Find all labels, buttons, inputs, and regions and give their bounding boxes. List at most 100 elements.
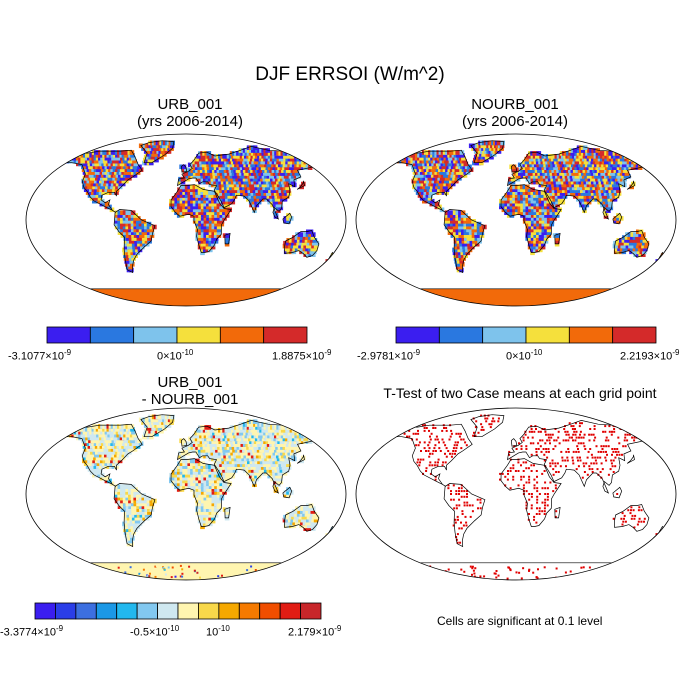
grid-cell: [278, 168, 284, 173]
grid-cell: [266, 465, 271, 470]
grid-cell: [259, 442, 265, 447]
grid-cell: [114, 484, 120, 489]
grid-cell: [461, 170, 466, 175]
grid-cell: [612, 243, 618, 249]
grid-cell: [190, 210, 195, 215]
grid-cell: [105, 173, 111, 178]
grid-cell: [190, 484, 195, 489]
grid-cell: [560, 176, 565, 182]
grid-cell: [238, 442, 243, 447]
grid-cell: [203, 201, 208, 207]
grid-cell: [309, 154, 314, 159]
grid-cell: [122, 221, 128, 227]
grid-cell: [266, 168, 272, 173]
grid-cell: [195, 230, 201, 235]
grid-cell: [125, 487, 130, 492]
grid-cell: [110, 458, 115, 464]
grid-cell: [203, 490, 209, 495]
grid-cell: [527, 168, 533, 173]
grid-cell: [520, 210, 525, 215]
grid-cell: [606, 182, 612, 188]
grid-cell: [265, 450, 270, 456]
grid-cell: [581, 199, 587, 205]
grid-cell: [412, 184, 417, 190]
grid-cell: [452, 167, 457, 172]
grid-cell: [601, 174, 607, 179]
grid-cell: [300, 439, 306, 444]
grid-cell: [615, 159, 620, 165]
grid-cell: [588, 165, 594, 170]
grid-cell: [501, 204, 507, 210]
grid-cell: [552, 191, 557, 196]
grid-cell: [169, 143, 175, 149]
grid-cell: [583, 165, 589, 170]
grid-cell: [200, 478, 206, 484]
grid-cell: [535, 190, 541, 195]
grid-cell: [222, 468, 227, 473]
grid-cell: [417, 184, 422, 190]
grid-cell: [533, 233, 538, 238]
grid-cell: [286, 249, 291, 255]
grid-cell: [257, 450, 263, 456]
grid-cell: [251, 445, 256, 450]
grid-cell: [129, 513, 134, 518]
grid-cell: [205, 190, 211, 195]
grid-cell: [290, 442, 296, 447]
grid-cell: [184, 201, 190, 207]
grid-cell: [632, 238, 637, 243]
grid-cell: [428, 193, 433, 198]
grid-cell: [536, 213, 541, 218]
grid-cell: [195, 233, 200, 238]
grid-cell: [435, 184, 440, 190]
grid-cell: [511, 164, 517, 170]
grid-cell: [205, 174, 210, 179]
grid-cell: [413, 164, 418, 170]
grid-cell: [559, 191, 565, 196]
grid-cell: [520, 168, 525, 173]
grid-cell: [289, 246, 295, 252]
grid-cell: [443, 173, 448, 178]
grid-cell: [208, 501, 214, 507]
grid-cell: [96, 158, 101, 164]
grid-cell: [445, 184, 450, 190]
grid-cell: [210, 241, 216, 247]
grid-cell: [83, 164, 88, 170]
grid-cell: [249, 456, 254, 462]
grid-cell: [246, 171, 251, 176]
grid-cell: [177, 196, 182, 201]
grid-cell: [219, 204, 224, 210]
grid-cell: [252, 168, 258, 173]
grid-cell: [428, 173, 434, 178]
grid-cell: [549, 207, 554, 213]
grid-cell: [202, 521, 208, 527]
grid-cell: [457, 173, 463, 178]
grid-cell: [269, 468, 274, 473]
grid-cell: [288, 179, 294, 185]
grid-cell: [139, 239, 145, 244]
grid-cell: [549, 216, 555, 221]
grid-cell: [123, 507, 128, 512]
grid-cell: [525, 198, 530, 204]
grid-cell: [581, 197, 586, 202]
grid-cell: [192, 171, 198, 176]
grid-cell: [235, 191, 240, 196]
grid-cell: [275, 176, 280, 182]
grid-cell: [298, 243, 303, 249]
grid-cell: [190, 168, 195, 173]
grid-cell: [90, 176, 95, 181]
grid-cell: [144, 513, 150, 518]
grid-cell: [248, 445, 254, 450]
grid-cell: [238, 445, 244, 450]
grid-cell: [574, 174, 580, 179]
grid-cell: [88, 438, 93, 444]
grid-cell: [208, 510, 214, 515]
grid-cell: [608, 202, 613, 208]
grid-cell: [541, 224, 547, 230]
grid-cell: [533, 190, 538, 195]
grid-cell: [187, 196, 193, 201]
grid-cell: [222, 174, 227, 179]
grid-cell: [136, 501, 141, 507]
grid-cell: [305, 235, 310, 240]
grid-cell: [424, 178, 429, 184]
grid-cell: [522, 168, 528, 173]
